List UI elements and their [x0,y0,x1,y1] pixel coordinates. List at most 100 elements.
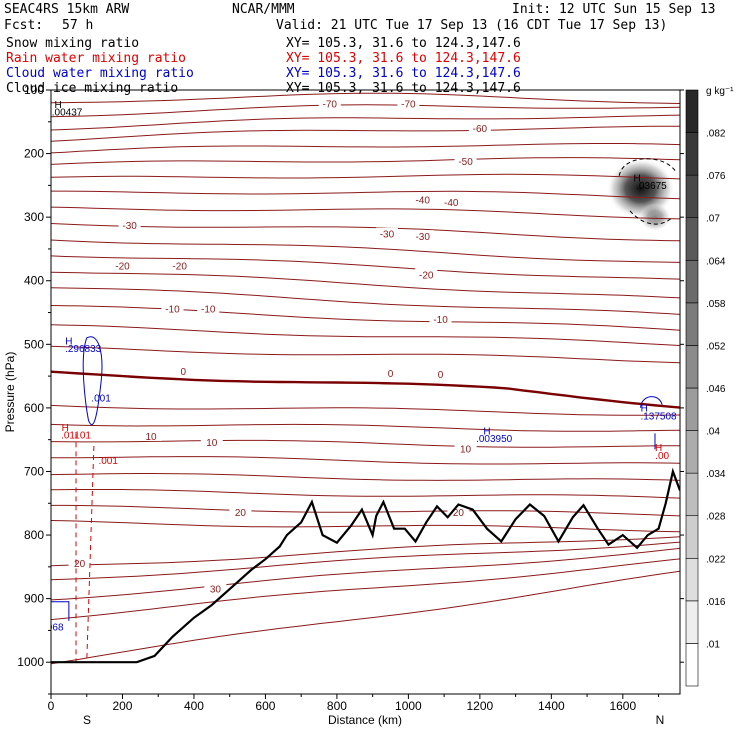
rain-water-contour [75,433,95,663]
colorbar-label: .022 [706,554,726,565]
isotherm [51,143,680,154]
colorbar-label: .04 [706,427,720,438]
isotherm-label-bg [204,582,227,594]
cloud-water-label: H [483,427,490,438]
colorbar-label: .034 [706,469,726,480]
isotherm-label: -40 [415,195,430,206]
colorbar-swatch [685,643,699,687]
cloud-ice-label: H [633,174,640,185]
isotherm-label: 10 [206,438,218,449]
cloud-water-label: H [65,336,72,347]
cloud-water-contour [82,336,103,426]
x-axis-south-label: S [83,713,91,727]
field-cloudice-name: Cloud ice mixing ratio [6,81,179,96]
isotherm-label-bg [411,193,434,205]
rain-water-label: .01101 [61,430,91,441]
isotherm-label-bg [397,97,420,109]
terrain [51,467,680,664]
model-name: SEAC4RS 15km ARW [4,2,130,17]
isotherm-label-bg [168,259,191,271]
hydrometeor-contours: H.00437H.03675H.296833.001H.003950H.1375… [51,100,677,663]
isotherm [51,558,680,621]
isotherm-label-bg [318,97,341,109]
isotherm-label: -30 [380,230,395,241]
y-tick-label: 400 [24,274,44,288]
cloud-ice-shade [638,203,671,232]
x-tick-label: 400 [184,699,204,713]
isotherm-label-bg [375,227,398,239]
isotherm-label: 10 [460,445,472,456]
colorbar-swatch [685,430,699,474]
colorbar-label: .028 [706,512,726,523]
isotherm-label-bg [68,557,91,569]
field-cloudwater-name: Cloud water mixing ratio [6,66,194,81]
x-tick-label: 600 [255,699,275,713]
cloud-water-label: .001 [91,394,111,405]
terrain-line [51,467,680,664]
isotherm [51,489,680,499]
isotherm [51,423,680,432]
y-tick-label: 200 [24,147,44,161]
colorbar-label: .07 [706,214,720,225]
colorbar-swatch [685,345,699,389]
isotherm-label: 30 [210,584,222,595]
organization: NCAR/MMM [232,2,295,17]
isotherm [51,324,680,346]
colorbar-label: .01 [706,639,720,650]
isotherm-label-bg [200,436,223,448]
colorbar-swatch [685,89,699,133]
colorbar-swatch [685,132,699,176]
colorbar-label: .052 [706,341,726,352]
isotherm [51,206,680,220]
isotherm-label-bg [447,506,470,518]
isotherm-label: -10 [201,305,216,316]
y-tick-label: 100 [24,83,44,97]
colorbar-label: .076 [706,171,726,182]
init-time: Init: 12 UTC Sun 15 Sep 13 [512,2,716,17]
y-axis-title: Pressure (hPa) [3,352,17,433]
isotherm [51,305,680,331]
x-tick-label: 1600 [609,699,636,713]
isotherm [51,173,680,180]
isotherm-label: 0 [438,370,444,381]
field-rain-xy: XY= 105.3, 31.6 to 124.3,147.6 [286,51,521,66]
isotherm-label: 0 [180,367,186,378]
isotherm [51,125,680,142]
isotherm [51,520,680,533]
plot-header: SEAC4RS 15km ARW NCAR/MMM Init: 12 UTC S… [0,0,740,96]
isotherm [51,536,680,567]
isotherm-label-bg [229,506,252,518]
y-tick-label: 800 [24,528,44,542]
isotherm-label: -50 [458,157,473,168]
field-snow-xy: XY= 105.3, 31.6 to 124.3,147.6 [286,36,521,51]
colorbar-label: .058 [706,299,726,310]
temperature-contours: -70 -70 -60 -50 -40 -40 -30 -30 -30 -20 -20 -20 -10 -… [51,92,680,665]
y-tick-label: 900 [24,592,44,606]
isotherm [51,92,680,104]
colorbar-swatch [685,557,699,602]
field-cloudwater-xy: XY= 105.3, 31.6 to 124.3,147.6 [286,66,521,81]
isotherm [51,114,680,131]
colorbar-swatch [685,600,699,644]
colorbar-swatch [685,387,699,431]
isotherm-label: -60 [473,124,488,135]
isotherm-label-bg [197,302,220,314]
isotherm-label: -20 [115,261,130,272]
colorbar-swatch [685,217,699,261]
field-rain-name: Rain water mixing ratio [6,51,187,66]
isotherm-label: 20 [453,508,465,519]
isotherm-label-bg [440,195,463,207]
plot-frame [50,89,681,695]
isotherm-label-bg [429,312,452,324]
isotherm [51,157,680,165]
cloud-ice-label: H [55,100,62,111]
isotherm-label: 0 [388,369,394,380]
isotherm [51,473,680,481]
cloud-ice-label: .03675 [636,181,667,192]
cloud-water-label: .003950 [476,434,513,445]
rain-water-label: .001 [98,456,118,467]
x-tick-label: 800 [327,699,347,713]
cloud-water-contour [640,396,663,450]
